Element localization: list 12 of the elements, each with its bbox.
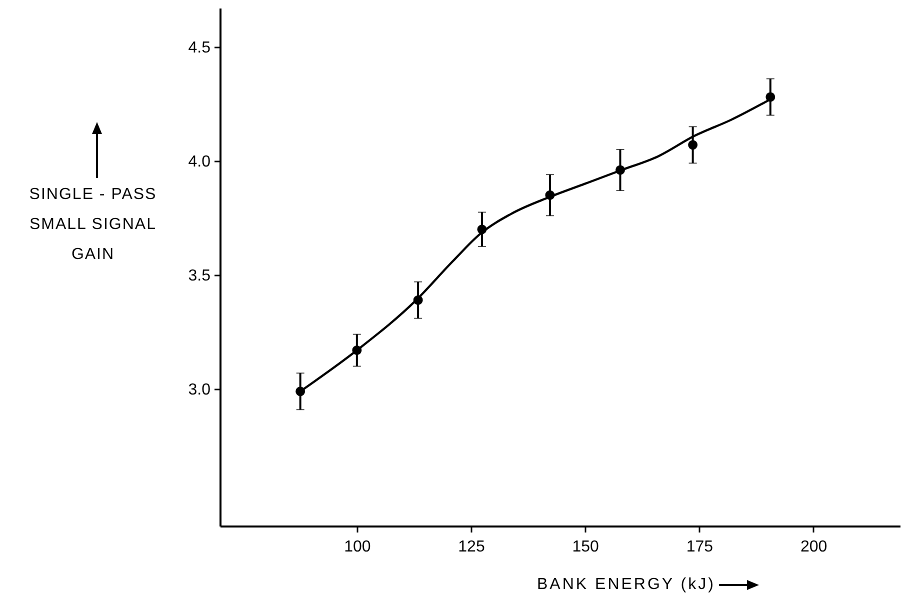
y-axis-title: SINGLE - PASS SMALL SIGNAL GAIN [29,186,157,263]
x-tick-label: 100 [344,538,371,556]
y-tick-label: 3.0 [188,382,211,399]
y-tick-label: 4.5 [188,39,211,56]
x-tick-label: 175 [686,538,714,556]
x-axis-title: BANK ENERGY (kJ) [537,576,716,594]
x-tick-label: 200 [800,538,828,556]
y-tick-label: 4.0 [188,153,211,170]
x-tick-label: 125 [458,538,485,556]
point [688,140,698,150]
y-tick-label: 3.5 [188,267,211,284]
x-tick-label: 150 [572,538,600,556]
